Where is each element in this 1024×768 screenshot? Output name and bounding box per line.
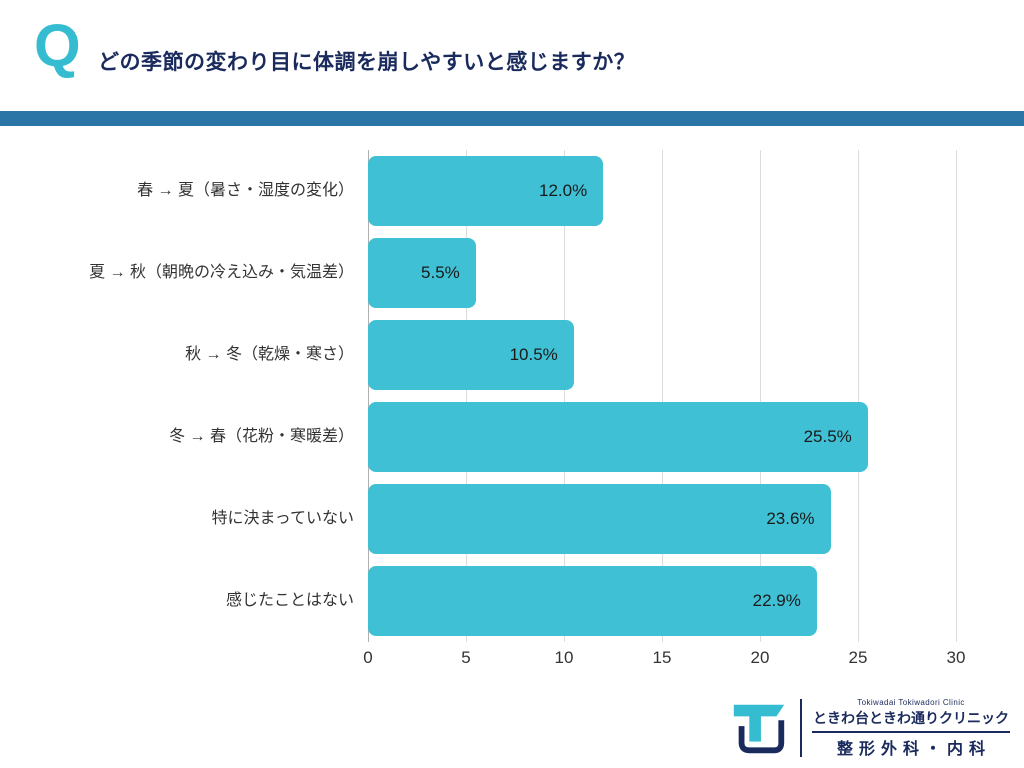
logo-text: Tokiwadai Tokiwadori Clinic ときわ台ときわ通りクリニ… <box>812 698 1010 759</box>
x-tick: 30 <box>946 648 966 667</box>
question-title: どの季節の変わり目に体調を崩しやすいと感じますか？ <box>98 51 636 74</box>
gridline-30 <box>956 150 957 642</box>
bar-winter-spring: 25.5% <box>368 402 868 472</box>
clinic-name-ja: ときわ台ときわ通りクリニック <box>813 709 1009 726</box>
gridline-10 <box>564 150 565 642</box>
bar-track: 5.5% <box>368 238 956 308</box>
chart-row: 冬 → 春（花粉・寒暖差） 25.5% <box>30 396 956 478</box>
gridline-5 <box>466 150 467 642</box>
chart-row: 特に決まっていない 23.6% <box>30 478 956 560</box>
value-label: 10.5% <box>509 345 558 364</box>
gridline-15 <box>662 150 663 642</box>
header-stripe <box>0 111 1024 126</box>
chart-rows: 春 → 夏（暑さ・湿度の変化） 12.0% 夏 → 秋（朝晩の冷え込み・気温差）… <box>30 150 956 642</box>
bar-autumn-winter: 10.5% <box>368 320 574 390</box>
x-tick: 20 <box>750 648 770 667</box>
bar-track: 10.5% <box>368 320 956 390</box>
logo-divider <box>800 699 802 757</box>
category-label: 夏 → 秋（朝晩の冷え込み・気温差） <box>89 263 354 281</box>
bar-track: 25.5% <box>368 402 956 472</box>
gridline-20 <box>760 150 761 642</box>
chart-row: 春 → 夏（暑さ・湿度の変化） 12.0% <box>30 150 956 232</box>
logo-rule <box>812 730 1010 733</box>
chart-row: 夏 → 秋（朝晩の冷え込み・気温差） 5.5% <box>30 232 956 314</box>
x-tick: 10 <box>554 648 574 667</box>
value-label: 25.5% <box>803 427 852 446</box>
bar-summer-autumn: 5.5% <box>368 238 476 308</box>
x-tick: 5 <box>461 648 471 667</box>
gridline-0 <box>368 150 369 642</box>
bar-chart: 春 → 夏（暑さ・湿度の変化） 12.0% 夏 → 秋（朝晩の冷え込み・気温差）… <box>30 150 965 674</box>
bar-never-felt: 22.9% <box>368 566 817 636</box>
gridlines <box>368 150 957 642</box>
category-label: 春 → 夏（暑さ・湿度の変化） <box>137 181 354 199</box>
category-label: 冬 → 春（花粉・寒暖差） <box>169 427 354 445</box>
clinic-logo: Tokiwadai Tokiwadori Clinic ときわ台ときわ通りクリニ… <box>728 696 1010 760</box>
chart-row: 秋 → 冬（乾燥・寒さ） 10.5% <box>30 314 956 396</box>
value-label: 22.9% <box>752 591 801 610</box>
bar-spring-summer: 12.0% <box>368 156 604 226</box>
x-tick: 25 <box>848 648 868 667</box>
clinic-logo-icon <box>733 704 785 754</box>
clinic-name-en: Tokiwadai Tokiwadori Clinic <box>857 697 965 707</box>
category-label: 感じたことはない <box>225 591 354 609</box>
chart-row: 感じたことはない 22.9% <box>30 560 956 642</box>
bar-track: 12.0% <box>368 156 956 226</box>
category-label: 秋 → 冬（乾燥・寒さ） <box>185 345 354 363</box>
q-mark: Q <box>34 12 81 79</box>
bar-track: 23.6% <box>368 484 956 554</box>
bar-track: 22.9% <box>368 566 956 636</box>
gridline-25 <box>858 150 859 642</box>
x-tick: 0 <box>363 648 373 667</box>
bar-not-fixed: 23.6% <box>368 484 831 554</box>
value-label: 5.5% <box>421 263 460 282</box>
clinic-departments: 整形外科・内科 <box>836 740 991 758</box>
x-axis: 0 5 10 15 20 25 30 <box>363 648 965 674</box>
value-label: 12.0% <box>538 181 588 200</box>
value-label: 23.6% <box>766 509 815 528</box>
category-label: 特に決まっていない <box>211 509 354 527</box>
x-tick: 15 <box>652 648 672 667</box>
